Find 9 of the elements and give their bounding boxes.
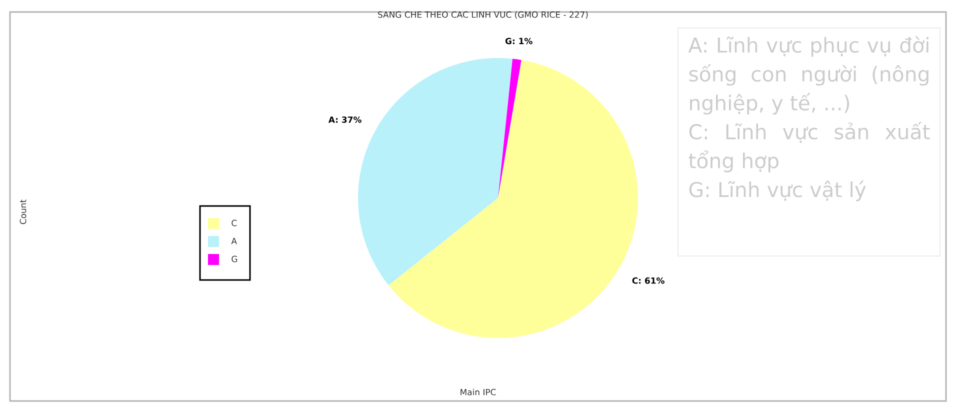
text: Main IPC (460, 388, 496, 396)
legend-label: C (232, 220, 237, 226)
data-label: A: 37% (328, 116, 362, 123)
data-label: G: 1% (505, 38, 532, 44)
data-label: C: 61% (632, 277, 664, 284)
legend-label: G (232, 256, 238, 262)
legend-label: A (231, 238, 237, 244)
text: Count (20, 200, 26, 224)
chart-title: SANG CHE THEO CAC LINH VUC (GMO RICE - 227) (378, 11, 588, 19)
